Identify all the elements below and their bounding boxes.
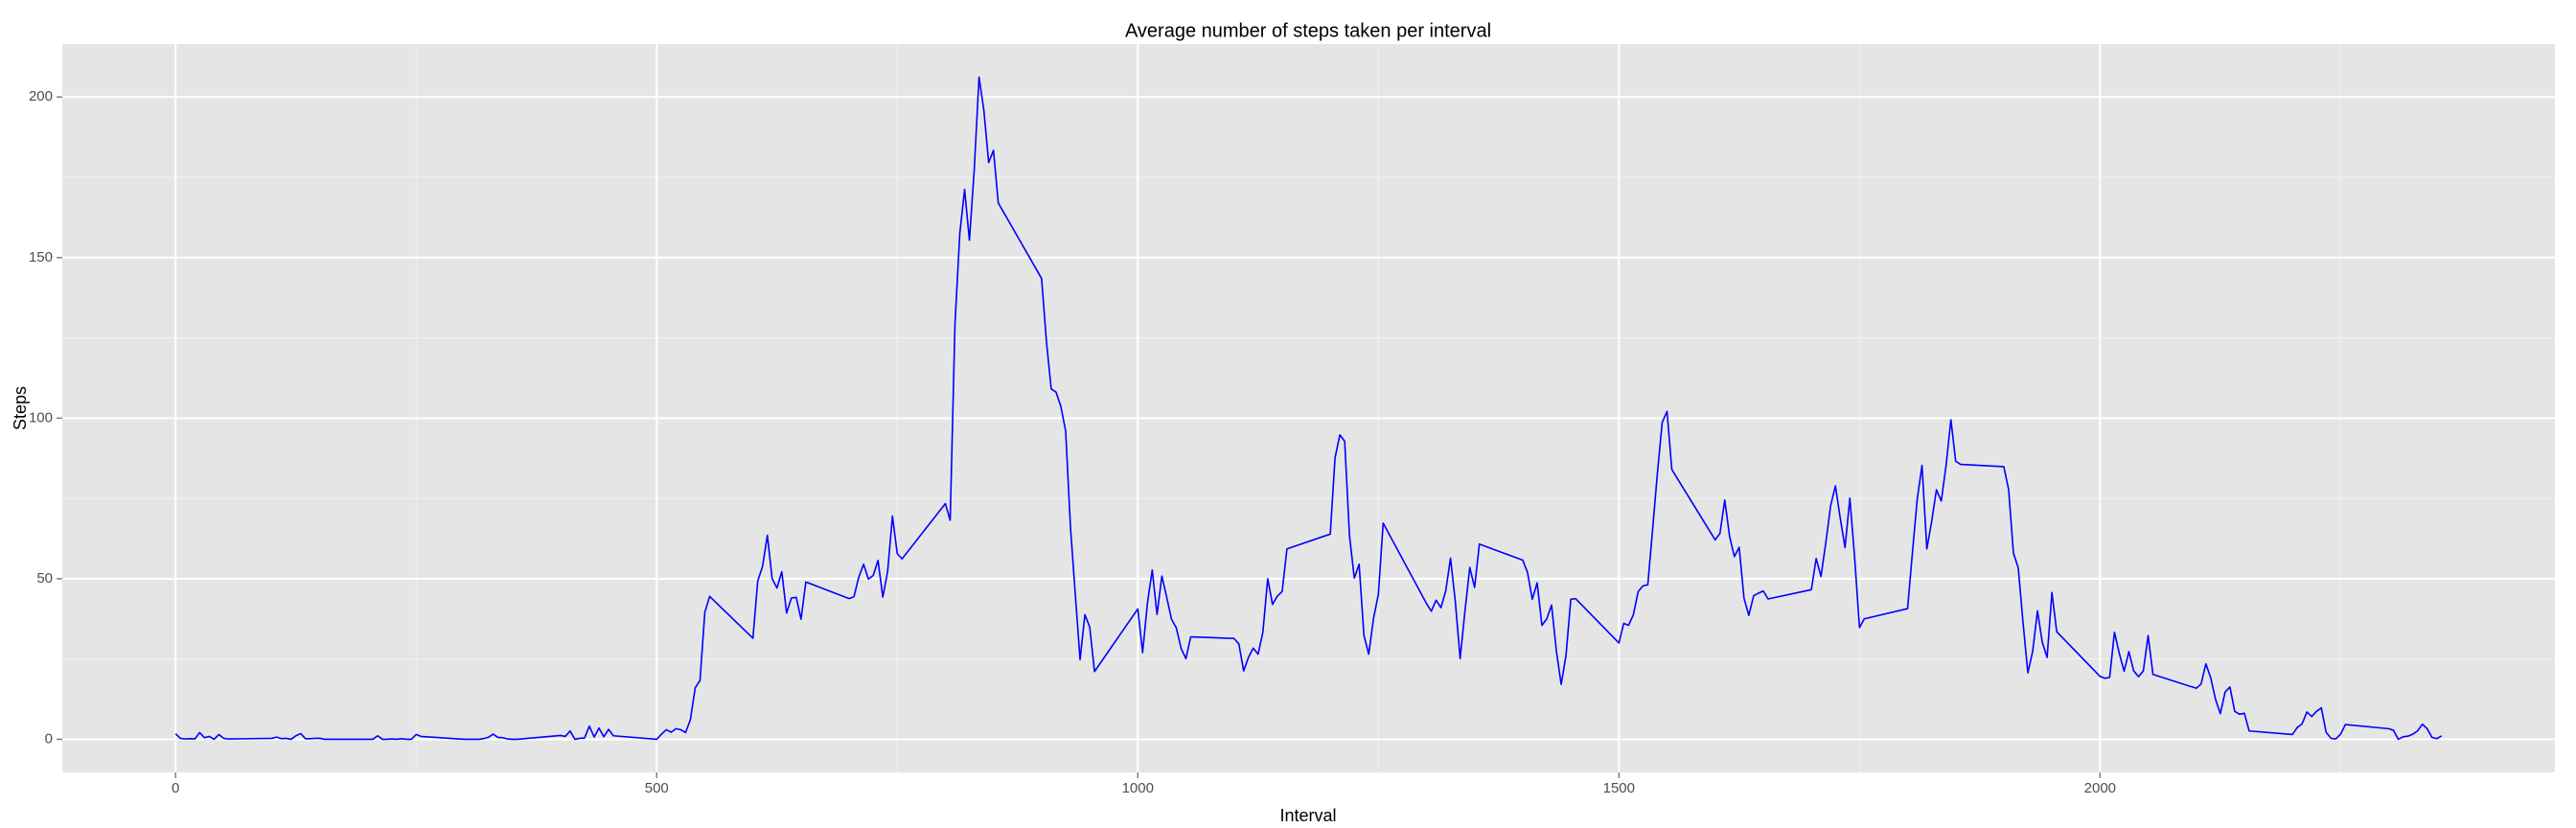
y-tick-label: 100	[29, 409, 53, 426]
data-layer	[174, 76, 2443, 741]
y-axis-title: Steps	[11, 386, 30, 430]
x-axis-title: Interval	[1279, 806, 1336, 825]
x-tick-label: 0	[172, 780, 179, 796]
chart-title: Average number of steps taken per interv…	[1125, 20, 1491, 41]
ticks: 0 500 1000 1500 2000 0 50 100 150 200	[29, 88, 2116, 796]
x-tick-label: 2000	[2084, 780, 2116, 796]
y-tick-label: 150	[29, 249, 53, 265]
grid	[62, 44, 2555, 772]
plot-panel	[62, 44, 2555, 772]
x-tick-label: 500	[645, 780, 669, 796]
y-tick-label: 200	[29, 88, 53, 104]
x-tick-label: 1500	[1603, 780, 1635, 796]
x-tick-label: 1000	[1122, 780, 1154, 796]
y-tick-label: 0	[45, 730, 53, 747]
y-tick-label: 50	[36, 570, 53, 586]
data-line	[174, 76, 2443, 741]
